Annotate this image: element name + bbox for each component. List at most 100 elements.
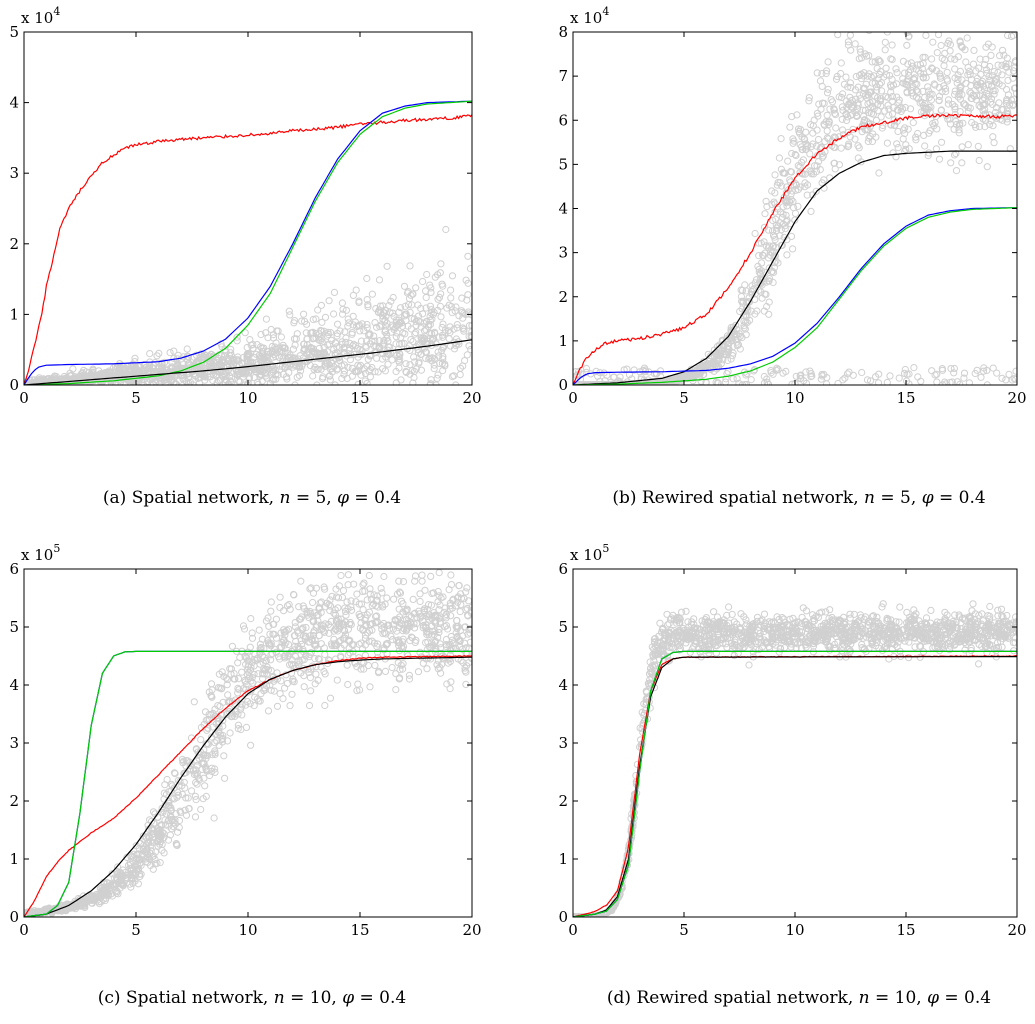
scatter-point [281,344,289,352]
scatter-point [381,367,389,375]
scatter-point [935,97,943,105]
scatter-point [205,710,213,719]
scatter-point [977,70,985,78]
scatter-point [321,313,330,321]
scatter-point [985,12,991,18]
scatter-point [239,373,247,381]
scatter-point [793,111,801,119]
scatter-point [912,93,921,101]
scatter-point [986,120,994,129]
scatter-point [317,301,325,309]
scatter-point [202,754,210,763]
scatter-point [952,167,961,175]
scatter-point [447,632,455,641]
scatter-point [328,642,336,650]
scatter-point [396,588,404,596]
scatter-point [740,317,748,325]
scatter-point [832,75,841,83]
scatter-point [101,369,109,377]
scatter-point [373,354,381,362]
scatter-point [384,621,392,630]
scatter-point [907,66,915,74]
scatter-point [832,124,840,132]
scatter-point [958,143,966,151]
scatter-point [826,174,834,182]
scatter-group [573,600,1017,917]
scatter-point [812,187,820,195]
scatter-point [309,598,317,607]
scatter-point [272,353,280,361]
scatter-point [342,306,350,314]
scatter-point [334,320,342,328]
scatter-point [235,357,243,365]
scatter-point [143,845,151,853]
scatter-point [875,169,883,177]
scatter-point [825,120,833,129]
scatter-point [771,236,779,244]
scatter-point [467,607,472,615]
scatter-point [438,280,446,288]
scatter-point [813,109,822,117]
scatter-point [272,349,280,357]
scatter-point [396,552,402,558]
scatter-point [311,363,319,371]
scatter-point [985,111,993,119]
scatter-point [363,324,371,332]
scatter-point [460,595,468,603]
scatter-point [792,181,801,189]
scatter-point [407,291,415,299]
scatter-point [755,252,763,260]
scatter-point [922,74,930,82]
scatter-point [416,597,424,606]
scatter-point [439,593,447,601]
scatter-point [89,896,98,904]
scatter-point [943,75,951,83]
scatter-point [330,310,338,318]
y-tick-label: 8 [558,23,568,41]
scatter-point [166,368,174,376]
scatter-point [418,571,426,579]
scatter-point [999,46,1007,54]
scatter-point [310,609,319,617]
scatter-point [349,342,357,350]
scatter-point [220,752,228,760]
scatter-point [956,95,964,103]
scatter-point [192,796,200,804]
scatter-point [177,809,185,817]
series-line [24,100,472,385]
scatter-point [983,66,991,74]
scatter-point [395,577,403,585]
scatter-point [233,337,241,345]
scatter-point [818,372,826,380]
scatter-point [847,83,855,92]
scatter-point [184,352,192,360]
scatter-point [306,609,314,618]
scatter-point [439,320,447,328]
scatter-point [727,355,735,363]
scatter-point [357,613,365,621]
scatter-point [926,127,934,135]
scatter-point [406,637,414,645]
scatter-point [364,301,372,309]
scatter-point [389,293,397,302]
scatter-point [894,24,900,30]
scatter-point [914,373,922,381]
scatter-point [363,296,371,304]
scatter-point [400,339,408,348]
scatter-point [226,729,234,737]
scatter-point [421,586,429,594]
scatter-point [230,670,238,678]
scatter-point [349,312,357,320]
scatter-point [171,820,180,828]
scatter-point [321,650,329,659]
scatter-point [248,358,256,366]
scatter-point [330,288,339,296]
scatter-point [843,116,851,125]
scatter-point [399,638,407,646]
scatter-point [341,634,349,642]
scatter-point [747,376,755,384]
scatter-point [293,373,301,381]
scatter-point [442,614,450,622]
x-tick-label: 15 [350,921,369,939]
scatter-point [250,702,258,710]
